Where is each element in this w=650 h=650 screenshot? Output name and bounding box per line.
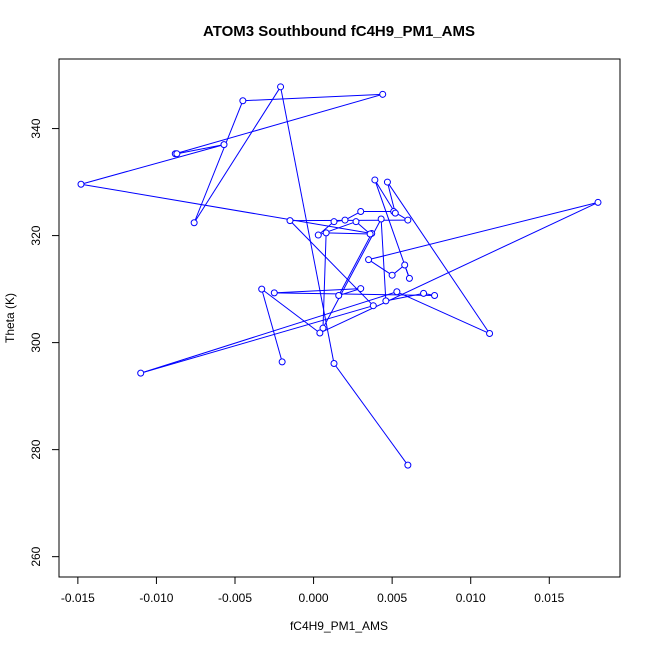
plot-area-frame	[58, 58, 621, 578]
series-segment	[242, 93, 383, 102]
data-point	[314, 231, 322, 239]
data-point	[357, 285, 365, 293]
data-point	[486, 330, 494, 338]
series-segment	[386, 181, 396, 214]
data-point	[316, 329, 324, 337]
series-segment	[193, 100, 244, 223]
data-point	[371, 176, 379, 184]
series-segment	[289, 219, 408, 222]
y-tick-label: 280	[29, 439, 43, 459]
series-segment	[374, 179, 396, 214]
data-point	[391, 209, 399, 217]
series-segment	[368, 201, 599, 261]
x-tick-label: 0.005	[377, 591, 407, 605]
series-segment	[80, 183, 372, 234]
x-tick-label: 0.015	[534, 591, 564, 605]
series-segment	[274, 288, 361, 294]
series-segment	[176, 144, 225, 155]
data-point	[173, 150, 181, 158]
series-segment	[274, 292, 435, 297]
x-tick-label: -0.005	[218, 591, 252, 605]
data-point	[594, 198, 602, 206]
series-segment	[368, 259, 393, 276]
data-point	[366, 230, 374, 238]
data-point	[420, 289, 428, 297]
data-point	[277, 83, 285, 91]
data-point	[137, 369, 145, 377]
data-point	[335, 292, 343, 300]
x-axis: -0.015 -0.010 -0.005 0.000 0.005 0.010 0.015	[61, 577, 565, 605]
data-point	[341, 216, 349, 224]
data-point	[369, 302, 377, 310]
series-segment	[280, 86, 335, 364]
data-point	[377, 215, 385, 223]
data-point	[404, 461, 412, 469]
y-tick-label: 340	[29, 118, 43, 138]
data-point	[404, 216, 412, 224]
y-axis-label: Theta (K)	[3, 293, 17, 343]
y-tick-label: 320	[29, 225, 43, 245]
x-axis-label: fC4H9_PM1_AMS	[290, 619, 388, 633]
series-segment	[80, 144, 225, 185]
data-point	[405, 274, 413, 282]
series-segment	[396, 291, 490, 334]
data-point	[393, 288, 401, 296]
data-point	[258, 285, 266, 293]
data-point	[220, 141, 228, 149]
data-point	[365, 256, 373, 264]
series-layer	[77, 83, 602, 469]
data-point	[190, 219, 198, 227]
data-point	[383, 178, 391, 186]
x-tick-label: 0.000	[299, 591, 329, 605]
series-segment	[385, 292, 424, 302]
data-point	[239, 97, 247, 105]
series-segment	[319, 201, 599, 334]
x-tick-label: -0.015	[61, 591, 95, 605]
data-point	[357, 208, 365, 216]
data-point	[330, 218, 338, 226]
data-point	[330, 359, 338, 367]
series-segment	[380, 218, 387, 301]
data-point	[270, 289, 278, 297]
x-tick-label: 0.010	[456, 591, 486, 605]
data-point	[278, 358, 286, 366]
series-segment	[140, 305, 374, 374]
series-segment	[333, 363, 409, 466]
series-segment	[261, 288, 283, 363]
series-segment	[140, 291, 398, 374]
data-point	[379, 90, 387, 98]
data-point	[401, 261, 409, 269]
data-point	[431, 292, 439, 300]
series-segment	[338, 233, 373, 296]
data-point	[352, 218, 360, 226]
data-point	[286, 217, 294, 225]
series-segment	[322, 232, 327, 329]
data-point	[77, 180, 85, 188]
data-point	[382, 297, 390, 305]
data-point	[388, 271, 396, 279]
y-axis: 260 280 300 320 340	[29, 118, 59, 567]
data-point	[319, 324, 327, 332]
series-segment	[326, 232, 371, 235]
series-segment	[193, 86, 281, 224]
x-tick-label: -0.010	[139, 591, 173, 605]
y-tick-label: 300	[29, 332, 43, 352]
chart-title: ATOM3 Southbound fC4H9_PM1_AMS	[203, 23, 475, 40]
data-point	[322, 229, 330, 237]
series-segment	[261, 288, 321, 334]
y-tick-label: 260	[29, 546, 43, 566]
series-segment	[175, 93, 383, 155]
series-segment	[387, 181, 490, 334]
